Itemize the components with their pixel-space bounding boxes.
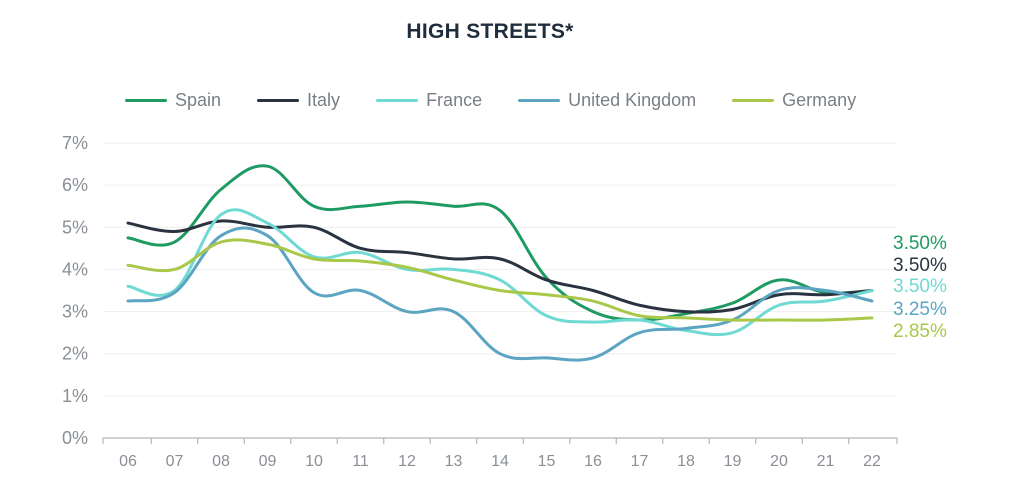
legend-swatch-italy: [257, 99, 300, 102]
legend-label-france: France: [426, 90, 483, 110]
y-tick-label: 2%: [62, 344, 88, 364]
x-tick-label: 09: [259, 453, 277, 470]
x-tick-label: 20: [770, 453, 788, 470]
x-tick-label: 21: [817, 453, 835, 470]
legend-swatch-spain: [125, 99, 167, 102]
legend-label-germany: Germany: [782, 90, 857, 110]
x-tick-label: 07: [166, 453, 184, 470]
legend: Spain Italy France United Kingdom German…: [125, 90, 856, 111]
series-line-germany: [126, 238, 874, 322]
legend-item-spain: Spain: [125, 90, 221, 111]
x-tick-label: 14: [491, 453, 509, 470]
y-tick-label: 0%: [62, 428, 88, 448]
x-tick-label: 10: [305, 453, 323, 470]
legend-swatch-germany: [732, 99, 775, 102]
legend-label-united-kingdom: United Kingdom: [568, 90, 697, 110]
x-tick-label: 08: [212, 453, 230, 470]
y-tick-label: 6%: [62, 175, 88, 195]
legend-item-italy: Italy: [257, 90, 340, 111]
legend-item-germany: Germany: [732, 90, 856, 111]
end-value-label-france: 3.50%: [893, 276, 947, 297]
x-tick-label: 19: [724, 453, 742, 470]
chart-title: HIGH STREETS*: [406, 20, 574, 43]
series-line-spain: [126, 164, 874, 322]
y-tick-label: 4%: [62, 259, 88, 279]
y-tick-label: 5%: [62, 217, 88, 237]
y-tick-label: 3%: [62, 302, 88, 322]
legend-label-spain: Spain: [175, 90, 222, 110]
legend-item-united-kingdom: United Kingdom: [518, 90, 696, 111]
legend-label-italy: Italy: [307, 90, 341, 110]
end-value-label-germany: 2.85%: [893, 321, 947, 342]
x-tick-label: 16: [584, 453, 602, 470]
x-tick-label: 17: [631, 453, 649, 470]
y-tick-label: 7%: [62, 133, 88, 153]
x-tick-label: 12: [398, 453, 416, 470]
series-line-italy: [126, 219, 874, 314]
x-tick-label: 15: [538, 453, 556, 470]
series-line-france: [126, 208, 874, 337]
x-tick-label: 11: [352, 453, 369, 470]
x-tick-label: 13: [445, 453, 463, 470]
x-tick-label: 22: [863, 453, 881, 470]
legend-item-france: France: [376, 90, 482, 111]
series-line-united-kingdom: [126, 226, 874, 362]
end-value-label-united-kingdom: 3.25%: [893, 299, 947, 320]
legend-swatch-united-kingdom: [518, 99, 561, 102]
end-value-label-spain: 3.50%: [893, 233, 947, 254]
y-tick-label: 1%: [62, 386, 88, 406]
end-value-label-italy: 3.50%: [893, 255, 947, 276]
legend-swatch-france: [376, 99, 419, 102]
x-tick-label: 06: [119, 453, 137, 470]
x-tick-label: 18: [677, 453, 695, 470]
